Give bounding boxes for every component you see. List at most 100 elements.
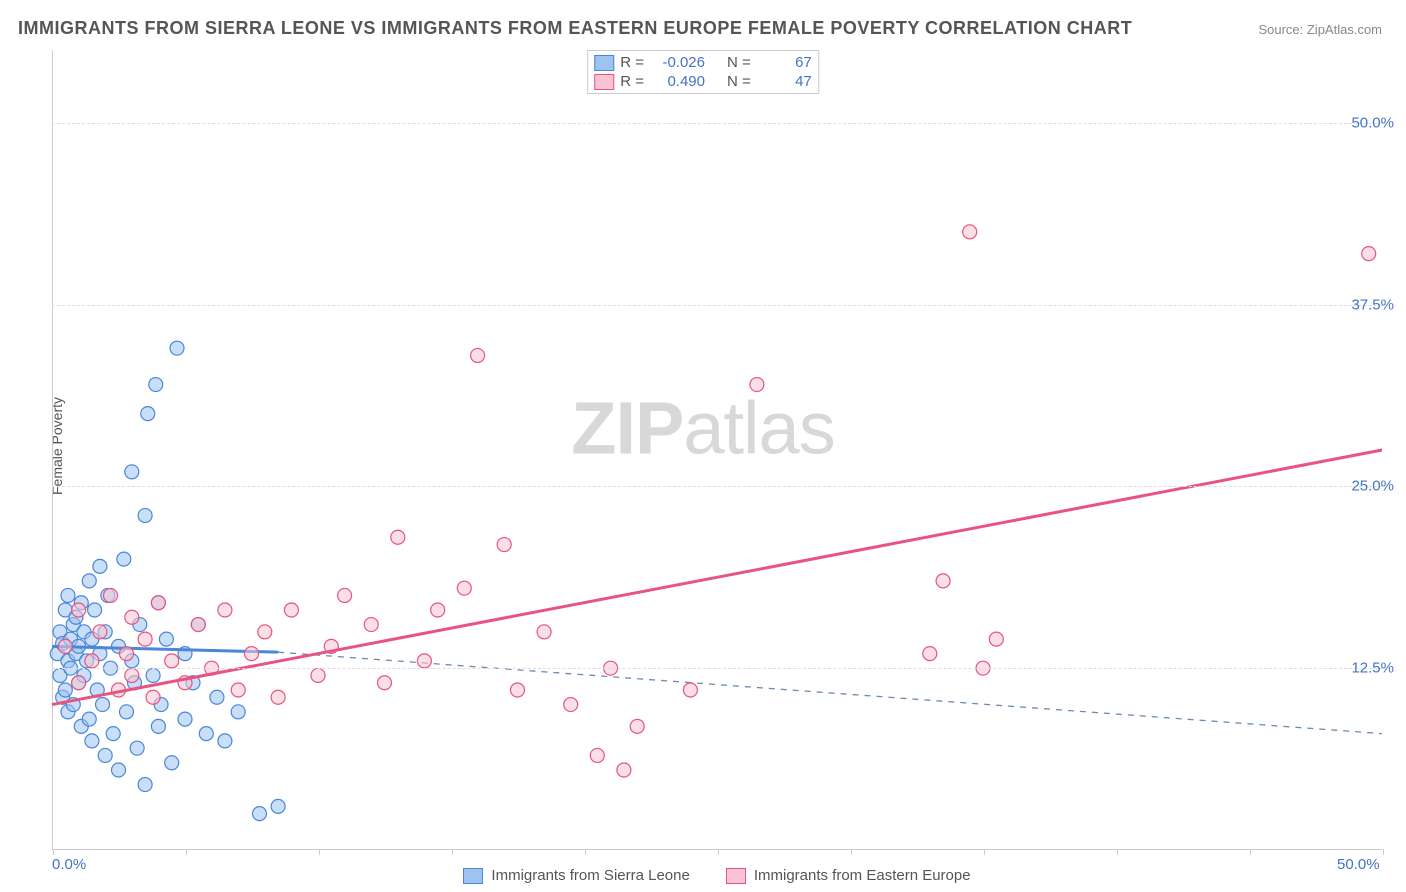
- legend-swatch: [594, 55, 614, 71]
- data-point: [936, 574, 950, 588]
- data-point: [141, 407, 155, 421]
- data-point: [338, 588, 352, 602]
- data-point: [271, 690, 285, 704]
- data-point: [471, 348, 485, 362]
- data-point: [149, 378, 163, 392]
- data-point: [218, 734, 232, 748]
- stat-r-value: 0.490: [650, 73, 705, 90]
- data-point: [391, 530, 405, 544]
- data-point: [231, 683, 245, 697]
- legend-swatch: [726, 868, 746, 884]
- grid-line: [52, 668, 1382, 669]
- legend-item: Immigrants from Sierra Leone: [463, 867, 689, 884]
- trend-line: [52, 450, 1382, 705]
- data-point: [191, 618, 205, 632]
- data-point: [85, 654, 99, 668]
- data-point: [151, 719, 165, 733]
- y-tick-label: 25.0%: [1351, 478, 1394, 495]
- data-point: [165, 756, 179, 770]
- data-point: [125, 610, 139, 624]
- x-tick: [1383, 849, 1384, 855]
- data-point: [417, 654, 431, 668]
- trend-line-dashed: [278, 652, 1382, 733]
- data-point: [119, 647, 133, 661]
- data-point: [125, 465, 139, 479]
- data-point: [146, 690, 160, 704]
- data-point: [159, 632, 173, 646]
- data-point: [82, 574, 96, 588]
- data-point: [119, 705, 133, 719]
- y-tick-label: 37.5%: [1351, 296, 1394, 313]
- data-point: [88, 603, 102, 617]
- data-point: [58, 683, 72, 697]
- data-point: [497, 538, 511, 552]
- data-point: [923, 647, 937, 661]
- chart-source: Source: ZipAtlas.com: [1258, 22, 1382, 37]
- legend-swatch: [463, 868, 483, 884]
- bottom-legend: Immigrants from Sierra Leone Immigrants f…: [52, 867, 1382, 884]
- data-point: [252, 807, 266, 821]
- data-point: [106, 727, 120, 741]
- y-tick-label: 50.0%: [1351, 114, 1394, 131]
- data-point: [511, 683, 525, 697]
- data-point: [93, 625, 107, 639]
- data-point: [178, 712, 192, 726]
- data-point: [165, 654, 179, 668]
- data-point: [364, 618, 378, 632]
- data-point: [138, 508, 152, 522]
- data-point: [117, 552, 131, 566]
- data-point: [457, 581, 471, 595]
- stat-r-label: R =: [620, 73, 644, 90]
- grid-line: [52, 486, 1382, 487]
- chart-title: IMMIGRANTS FROM SIERRA LEONE VS IMMIGRAN…: [18, 18, 1132, 39]
- data-point: [72, 676, 86, 690]
- data-point: [170, 341, 184, 355]
- data-point: [98, 748, 112, 762]
- legend-label: Immigrants from Sierra Leone: [491, 867, 689, 884]
- data-point: [564, 698, 578, 712]
- stat-n-label: N =: [727, 73, 751, 90]
- data-point: [210, 690, 224, 704]
- data-point: [258, 625, 272, 639]
- data-point: [630, 719, 644, 733]
- grid-line: [52, 305, 1382, 306]
- data-point: [125, 668, 139, 682]
- stat-r-label: R =: [620, 54, 644, 71]
- data-point: [72, 603, 86, 617]
- stat-r-value: -0.026: [650, 54, 705, 71]
- data-point: [138, 632, 152, 646]
- data-point: [537, 625, 551, 639]
- data-point: [112, 763, 126, 777]
- y-tick-label: 12.5%: [1351, 660, 1394, 677]
- data-point: [989, 632, 1003, 646]
- data-point: [151, 596, 165, 610]
- x-tick-label: 0.0%: [52, 856, 86, 873]
- data-point: [93, 559, 107, 573]
- data-point: [378, 676, 392, 690]
- x-tick-label: 50.0%: [1337, 856, 1380, 873]
- stat-n-label: N =: [727, 54, 751, 71]
- stats-row: R = 0.490 N = 47: [594, 72, 812, 91]
- trend-line: [52, 646, 278, 652]
- data-point: [683, 683, 697, 697]
- data-point: [231, 705, 245, 719]
- data-point: [96, 698, 110, 712]
- data-point: [61, 588, 75, 602]
- data-point: [590, 748, 604, 762]
- legend-swatch: [594, 74, 614, 90]
- data-point: [311, 668, 325, 682]
- legend-label: Immigrants from Eastern Europe: [754, 867, 971, 884]
- data-point: [431, 603, 445, 617]
- data-point: [1362, 247, 1376, 261]
- legend-item: Immigrants from Eastern Europe: [726, 867, 971, 884]
- data-point: [271, 799, 285, 813]
- data-point: [146, 668, 160, 682]
- stat-n-value: 47: [757, 73, 812, 90]
- data-point: [245, 647, 259, 661]
- grid-line: [52, 123, 1382, 124]
- data-point: [284, 603, 298, 617]
- stats-legend-box: R =-0.026N =67R =0.490N =47: [587, 50, 819, 94]
- data-point: [617, 763, 631, 777]
- stats-row: R =-0.026N =67: [594, 53, 812, 72]
- data-point: [85, 734, 99, 748]
